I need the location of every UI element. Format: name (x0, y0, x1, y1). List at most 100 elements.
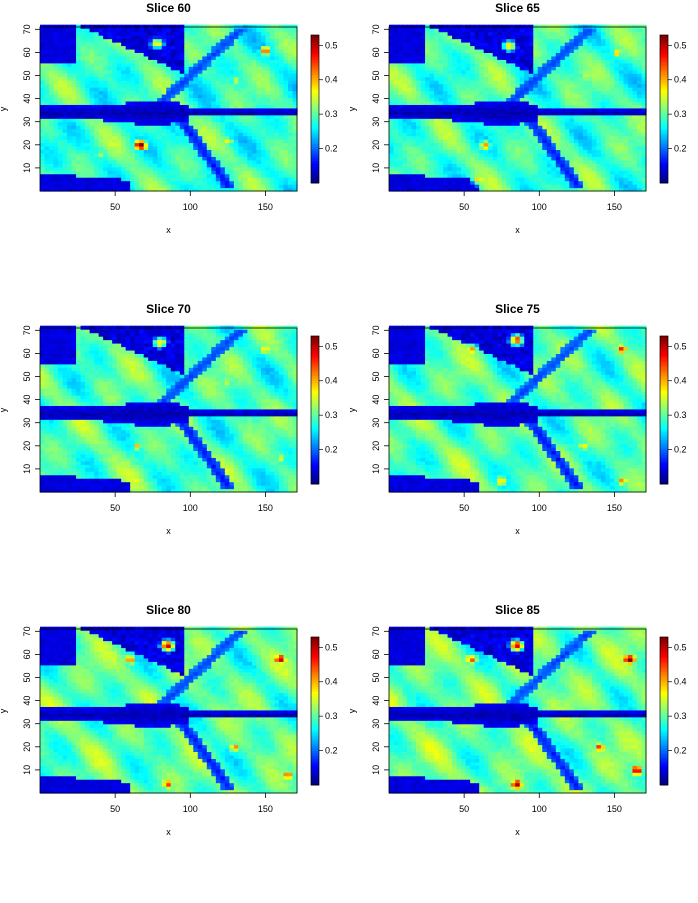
heatmap-cell (98, 42, 104, 47)
heatmap-cell (461, 184, 467, 189)
heatmap-cell (456, 118, 462, 123)
heatmap-cell (573, 166, 579, 171)
heatmap-cell (67, 145, 73, 151)
heatmap-cell (206, 152, 212, 157)
heatmap-cell (434, 93, 440, 99)
heatmap-cell (546, 35, 552, 40)
heatmap-cell (193, 163, 199, 168)
heatmap-cell (474, 177, 480, 182)
heatmap-cell (152, 69, 158, 74)
heatmap-cell (58, 159, 64, 164)
heatmap-cell (53, 62, 59, 67)
heatmap-cell (103, 93, 109, 99)
heatmap-cell (402, 184, 408, 189)
heatmap-cell (429, 45, 435, 50)
heatmap-cell (157, 97, 163, 102)
heatmap-cell (555, 166, 561, 171)
heatmap-cell (269, 145, 276, 151)
heatmap-cell (260, 35, 267, 40)
heatmap-cell (76, 159, 82, 164)
heatmap-cell (537, 83, 543, 88)
heatmap-cell (470, 97, 476, 102)
heatmap-cell (456, 80, 462, 85)
heatmap-cell (461, 152, 467, 157)
heatmap-cell (233, 149, 239, 154)
heatmap-cell (161, 83, 167, 88)
heatmap-cell (44, 111, 50, 116)
heatmap-cell (116, 62, 122, 67)
heatmap-cell (292, 42, 298, 47)
heatmap-cell (524, 35, 530, 40)
heatmap-cell (438, 55, 444, 60)
heatmap-cell (560, 132, 566, 137)
heatmap-cell (537, 180, 543, 185)
heatmap-cell (89, 100, 95, 105)
heatmap-cell (425, 42, 431, 47)
heatmap-cell (393, 97, 399, 102)
heatmap-cell (184, 184, 190, 189)
heatmap-cell (58, 121, 64, 126)
heatmap-cell (44, 100, 50, 105)
heatmap-cell (470, 159, 476, 164)
heatmap-cell (438, 114, 444, 119)
heatmap-cell (542, 142, 548, 147)
heatmap-cell (148, 93, 154, 99)
heatmap-cell (242, 87, 248, 92)
heatmap-cell (483, 100, 489, 105)
heatmap-cell (420, 90, 426, 95)
heatmap-cell (67, 135, 73, 140)
heatmap-cell (492, 100, 498, 105)
heatmap-cell (229, 28, 235, 33)
heatmap-cell (202, 107, 208, 112)
heatmap-cell (519, 97, 525, 102)
heatmap-cell (452, 132, 458, 137)
heatmap-cell (524, 97, 530, 102)
heatmap-cell (551, 159, 557, 164)
heatmap-cell (515, 128, 521, 133)
heatmap-cell (107, 163, 113, 168)
heatmap-cell (238, 45, 244, 50)
heatmap-cell (89, 121, 95, 126)
heatmap-cell (157, 45, 163, 50)
heatmap-cell (206, 180, 212, 185)
heatmap-cell (265, 100, 271, 105)
heatmap-cell (62, 28, 68, 33)
heatmap-cell (103, 139, 109, 144)
heatmap-cell (148, 149, 154, 154)
heatmap-cell (578, 107, 584, 112)
heatmap-cell (533, 142, 539, 147)
heatmap-cell (85, 31, 91, 36)
heatmap-cell (555, 28, 561, 33)
heatmap-cell (139, 166, 145, 171)
heatmap-cell (107, 180, 113, 185)
heatmap-cell (247, 48, 253, 53)
heatmap-cell (470, 111, 476, 116)
heatmap-cell (546, 166, 552, 171)
heatmap-cell (587, 38, 593, 43)
heatmap-cell (443, 42, 449, 47)
heatmap-cell (564, 173, 570, 178)
heatmap-cell (197, 59, 203, 64)
heatmap-cell (94, 31, 100, 36)
heatmap-cell (582, 42, 588, 47)
heatmap-cell (510, 121, 516, 126)
heatmap-cell (121, 142, 127, 147)
heatmap-cell (560, 35, 566, 40)
heatmap-cell (425, 38, 431, 43)
heatmap-cell (166, 80, 172, 85)
heatmap-cell (564, 170, 570, 175)
heatmap-cell (148, 48, 154, 53)
heatmap-cell (416, 152, 422, 157)
heatmap-cell (166, 52, 172, 57)
heatmap-cell (283, 38, 289, 43)
heatmap-cell (287, 177, 294, 182)
heatmap-cell (157, 139, 163, 144)
heatmap-cell (251, 83, 258, 88)
heatmap-cell (573, 55, 579, 60)
heatmap-cell (510, 48, 516, 53)
heatmap-cell (269, 142, 276, 147)
heatmap-cell (573, 100, 579, 105)
heatmap-cell (528, 177, 534, 182)
heatmap-cell (542, 184, 548, 189)
heatmap-cell (519, 90, 525, 95)
